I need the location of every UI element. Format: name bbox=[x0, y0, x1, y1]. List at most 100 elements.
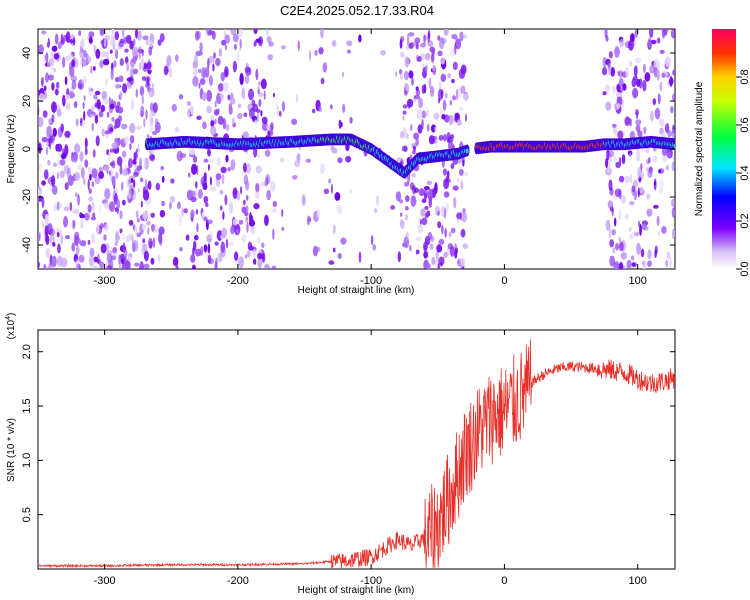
spectrogram-speckle bbox=[110, 255, 117, 261]
spectrogram-speckle bbox=[451, 78, 455, 84]
spectrogram-speckle bbox=[461, 211, 468, 223]
spectrogram-speckle bbox=[139, 85, 145, 97]
spectrogram-speckle bbox=[423, 250, 428, 259]
spectrogram-speckle bbox=[74, 171, 81, 182]
spectrogram-speckle bbox=[75, 245, 80, 256]
spectrogram-speckle bbox=[213, 52, 216, 59]
spectrogram-speckle bbox=[337, 157, 343, 164]
spectrogram-speckle bbox=[345, 155, 352, 163]
spectrogram-speckle bbox=[462, 93, 470, 101]
spectrogram-speckle bbox=[460, 140, 463, 149]
spectrogram-speckle bbox=[123, 36, 127, 45]
spectrogram-speckle bbox=[639, 223, 642, 236]
spectrogram-speckle bbox=[176, 150, 183, 162]
spectrogram-speckle bbox=[64, 76, 68, 85]
spectrogram-speckle bbox=[444, 207, 447, 220]
spectrogram-speckle bbox=[45, 234, 50, 245]
colorbar-tick-label: 0.6 bbox=[739, 117, 750, 132]
spectrogram-speckle bbox=[149, 154, 156, 162]
y-multiplier-label: (x104) bbox=[5, 313, 17, 340]
spectrogram-speckle bbox=[109, 127, 114, 132]
spectrogram-speckle bbox=[136, 125, 142, 130]
chart-title: C2E4.2025.052.17.33.R04 bbox=[280, 3, 434, 18]
spectrogram-speckle bbox=[613, 217, 617, 227]
spectrogram-speckle bbox=[101, 128, 105, 137]
spectrogram-speckle bbox=[121, 29, 125, 38]
spectrogram-speckle bbox=[250, 215, 254, 227]
spectrogram-speckle bbox=[625, 66, 629, 78]
spectrogram-speckle bbox=[659, 179, 664, 191]
spectrogram-speckle bbox=[190, 190, 196, 198]
spectrogram-speckle bbox=[116, 156, 123, 167]
spectrogram-speckle bbox=[620, 195, 627, 204]
spectrogram-speckle bbox=[406, 33, 410, 46]
spectrogram-speckle bbox=[411, 77, 414, 86]
spectrogram-speckle bbox=[161, 200, 165, 207]
spectrogram-speckle bbox=[659, 49, 665, 54]
spectrogram-speckle bbox=[169, 196, 176, 203]
spectrogram-speckle bbox=[81, 75, 88, 85]
spectrogram-speckle bbox=[412, 173, 416, 178]
spectrogram-speckle bbox=[97, 254, 101, 260]
spectrogram-speckle bbox=[440, 57, 446, 65]
spectrogram-speckle bbox=[185, 234, 190, 241]
spectrogram-speckle bbox=[395, 71, 398, 77]
spectrogram-speckle bbox=[207, 148, 211, 157]
top-x-tick-label: -100 bbox=[360, 275, 382, 287]
spectrogram-speckle bbox=[240, 186, 243, 195]
spectrogram-speckle bbox=[433, 112, 440, 120]
spectrogram-speckle bbox=[605, 157, 609, 169]
spectrogram-speckle bbox=[195, 181, 198, 189]
spectrogram-speckle bbox=[134, 29, 139, 39]
spectrogram-speckle bbox=[126, 61, 129, 72]
spectrogram-speckle bbox=[349, 189, 352, 194]
spectrogram-speckle bbox=[211, 30, 216, 40]
spectrogram-speckle bbox=[140, 177, 144, 183]
bottom-y-axis-label: SNR (10 * v/v) bbox=[6, 418, 17, 482]
spectrogram-speckle bbox=[144, 178, 147, 189]
spectrogram-speckle bbox=[460, 228, 466, 238]
spectrogram-speckle bbox=[207, 254, 212, 264]
spectrogram-speckle bbox=[146, 61, 152, 70]
spectrogram-speckle bbox=[458, 168, 464, 176]
spectrogram-speckle bbox=[443, 251, 448, 259]
spectrogram-speckle bbox=[61, 56, 66, 68]
spectrogram-speckle bbox=[110, 68, 114, 81]
spectrogram-speckle bbox=[192, 76, 199, 87]
spectrogram-speckle bbox=[258, 92, 264, 98]
spectrogram-speckle bbox=[209, 176, 212, 186]
spectrogram-speckle bbox=[215, 257, 218, 268]
spectrogram-speckle bbox=[236, 191, 240, 201]
spectrogram-speckle bbox=[202, 121, 207, 130]
spectrogram-speckle bbox=[257, 252, 263, 260]
top-x-tick-label: 0 bbox=[501, 275, 507, 287]
top-y-axis-label: Frequency (Hz) bbox=[6, 115, 17, 184]
spectrogram-speckle bbox=[80, 38, 85, 49]
spectrogram-speckle bbox=[207, 163, 210, 171]
spectrogram-speckle bbox=[193, 155, 198, 163]
spectrogram-speckle bbox=[611, 123, 617, 128]
spectrogram-speckle bbox=[619, 38, 625, 47]
spectrogram-speckle bbox=[654, 107, 661, 120]
spectrogram-speckle bbox=[170, 178, 175, 184]
spectrogram-speckle bbox=[613, 155, 617, 164]
spectrogram-speckle bbox=[103, 98, 110, 105]
spectrogram-speckle bbox=[199, 78, 206, 86]
spectrogram-speckle bbox=[399, 199, 404, 204]
spectrogram-speckle bbox=[119, 38, 125, 44]
spectrogram-speckle bbox=[444, 228, 447, 238]
spectrogram-speckle bbox=[656, 69, 660, 81]
spectrogram-speckle bbox=[664, 56, 672, 68]
spectrogram-speckle bbox=[128, 158, 133, 169]
spectrogram-speckle bbox=[65, 94, 71, 101]
spectrogram-speckle bbox=[671, 228, 675, 239]
spectrogram-speckle bbox=[606, 148, 610, 161]
spectrogram-speckle bbox=[672, 69, 675, 76]
spectrogram-speckle bbox=[607, 165, 611, 174]
spectrogram-speckle bbox=[142, 186, 146, 195]
spectrogram-speckle bbox=[437, 35, 441, 41]
spectrogram-speckle bbox=[412, 145, 417, 152]
spectrogram-speckle bbox=[111, 142, 118, 149]
spectrogram-speckle bbox=[421, 63, 425, 69]
spectrogram-speckle bbox=[151, 82, 154, 94]
